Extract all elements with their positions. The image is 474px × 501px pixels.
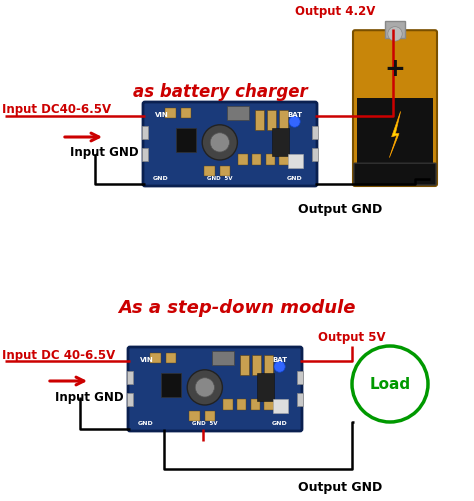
Bar (224, 399, 233, 410)
Text: Output GND: Output GND (298, 480, 382, 493)
Text: Load: Load (369, 377, 410, 392)
Text: GND: GND (137, 420, 153, 425)
FancyBboxPatch shape (353, 31, 437, 187)
Bar (312, 127, 318, 140)
Bar (252, 154, 262, 165)
Text: GND  5V: GND 5V (192, 420, 218, 425)
Bar (257, 373, 274, 401)
Bar (237, 399, 246, 410)
Bar (264, 356, 273, 376)
Bar (288, 154, 303, 169)
Text: GND: GND (287, 176, 302, 181)
Bar (161, 373, 181, 397)
Bar (142, 149, 148, 161)
Bar (238, 154, 248, 165)
Bar (142, 127, 148, 140)
Bar (264, 399, 273, 410)
Bar (181, 109, 191, 118)
Text: GND: GND (153, 176, 168, 181)
Text: VIN: VIN (155, 111, 169, 117)
Bar (211, 351, 234, 366)
FancyBboxPatch shape (128, 347, 302, 431)
Circle shape (187, 370, 222, 405)
Text: Output 5V: Output 5V (318, 331, 386, 344)
Circle shape (202, 126, 237, 161)
Bar (273, 129, 290, 157)
Bar (297, 372, 303, 384)
Bar (251, 399, 260, 410)
Bar (165, 109, 175, 118)
Bar (279, 154, 289, 165)
Text: Input GND: Input GND (70, 146, 138, 159)
Bar (273, 399, 288, 413)
Text: Output 4.2V: Output 4.2V (295, 6, 375, 19)
Bar (252, 356, 261, 376)
Text: Output GND: Output GND (298, 203, 382, 216)
Bar (279, 111, 288, 131)
Bar (190, 412, 200, 421)
Text: As a step-down module: As a step-down module (118, 299, 356, 316)
Bar (297, 393, 303, 406)
Polygon shape (390, 112, 401, 158)
Bar (150, 353, 161, 363)
Circle shape (388, 28, 402, 42)
Text: BAT: BAT (272, 356, 287, 362)
Circle shape (274, 361, 285, 372)
Bar (385, 22, 405, 39)
Bar (220, 167, 230, 177)
FancyBboxPatch shape (354, 164, 436, 186)
Bar (357, 99, 433, 181)
Bar (175, 129, 196, 153)
Bar (166, 353, 176, 363)
Text: Input DC40-6.5V: Input DC40-6.5V (2, 103, 111, 116)
Text: BAT: BAT (287, 111, 302, 117)
Bar (227, 107, 249, 121)
Circle shape (210, 134, 229, 153)
Text: +: + (384, 58, 405, 81)
Bar (127, 393, 133, 406)
Text: Input DC 40-6.5V: Input DC 40-6.5V (2, 349, 115, 362)
Bar (240, 356, 249, 376)
Bar (312, 149, 318, 161)
Bar (204, 167, 215, 177)
FancyBboxPatch shape (143, 103, 317, 187)
Text: Input GND: Input GND (55, 391, 124, 404)
Bar (205, 412, 215, 421)
Bar (267, 111, 276, 131)
Bar (255, 111, 264, 131)
Text: as battery charger: as battery charger (133, 83, 307, 101)
Circle shape (352, 346, 428, 422)
Text: GND: GND (272, 420, 287, 425)
Bar (127, 372, 133, 384)
Bar (266, 154, 275, 165)
Text: VIN: VIN (140, 356, 154, 362)
Circle shape (195, 378, 214, 397)
Circle shape (289, 117, 300, 128)
Text: GND  5V: GND 5V (207, 176, 233, 181)
